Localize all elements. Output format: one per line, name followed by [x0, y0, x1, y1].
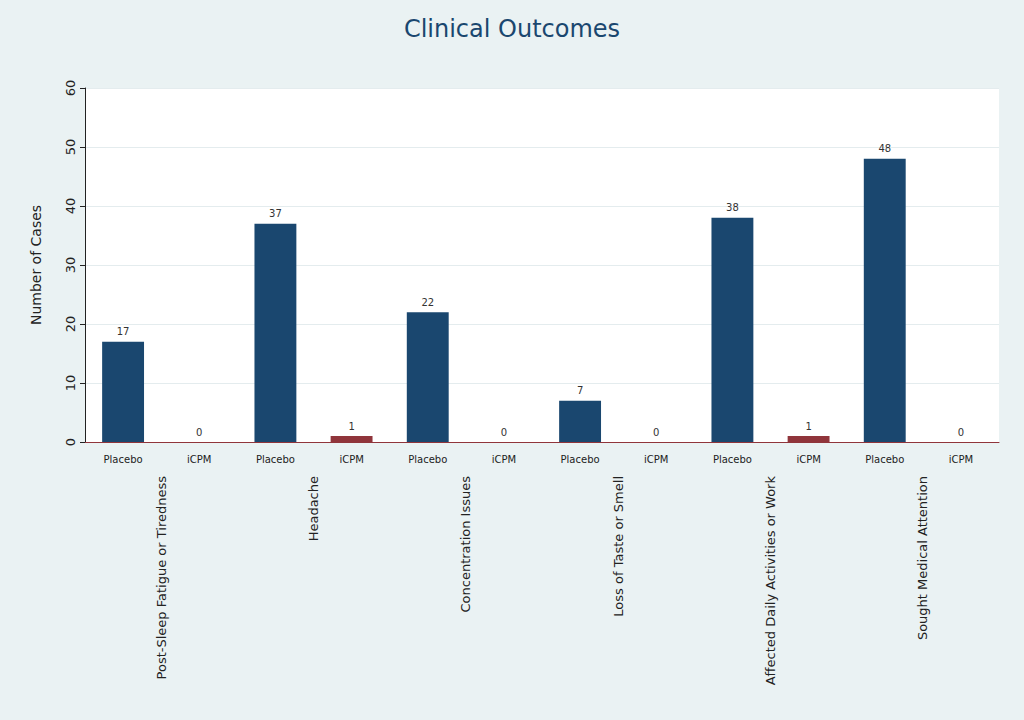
svg-text:20: 20 [63, 316, 78, 333]
svg-text:1: 1 [348, 421, 354, 432]
svg-text:Post-Sleep Fatigue or Tirednes: Post-Sleep Fatigue or Tiredness [154, 476, 169, 680]
svg-text:0: 0 [653, 427, 659, 438]
svg-text:iCPM: iCPM [492, 454, 516, 465]
svg-text:Concentration Issues: Concentration Issues [458, 476, 473, 613]
svg-text:30: 30 [63, 257, 78, 274]
svg-text:Placebo: Placebo [408, 454, 447, 465]
svg-text:Placebo: Placebo [713, 454, 752, 465]
svg-text:Placebo: Placebo [256, 454, 295, 465]
svg-text:40: 40 [63, 198, 78, 215]
svg-text:iCPM: iCPM [339, 454, 363, 465]
svg-text:Placebo: Placebo [865, 454, 904, 465]
svg-text:0: 0 [196, 427, 202, 438]
svg-text:60: 60 [63, 80, 78, 97]
svg-text:0: 0 [63, 438, 78, 446]
svg-text:Headache: Headache [306, 476, 321, 541]
svg-text:iCPM: iCPM [187, 454, 211, 465]
svg-text:17: 17 [117, 326, 130, 337]
svg-text:48: 48 [878, 143, 891, 154]
svg-text:Placebo: Placebo [561, 454, 600, 465]
svg-text:Loss of Taste or Smell: Loss of Taste or Smell [611, 476, 626, 617]
svg-text:Placebo: Placebo [104, 454, 143, 465]
svg-text:1: 1 [805, 421, 811, 432]
svg-text:50: 50 [63, 139, 78, 156]
svg-text:iCPM: iCPM [949, 454, 973, 465]
svg-text:38: 38 [726, 202, 739, 213]
svg-text:37: 37 [269, 208, 282, 219]
svg-text:10: 10 [63, 375, 78, 392]
svg-text:Number of Cases: Number of Cases [28, 205, 44, 325]
svg-text:Clinical Outcomes: Clinical Outcomes [404, 15, 620, 43]
svg-text:7: 7 [577, 385, 583, 396]
svg-text:0: 0 [501, 427, 507, 438]
svg-text:Sought Medical Attention: Sought Medical Attention [915, 476, 930, 640]
svg-text:22: 22 [421, 297, 434, 308]
svg-text:iCPM: iCPM [644, 454, 668, 465]
svg-text:Affected Daily Activities or W: Affected Daily Activities or Work [763, 476, 778, 686]
svg-text:0: 0 [958, 427, 964, 438]
svg-text:iCPM: iCPM [796, 454, 820, 465]
